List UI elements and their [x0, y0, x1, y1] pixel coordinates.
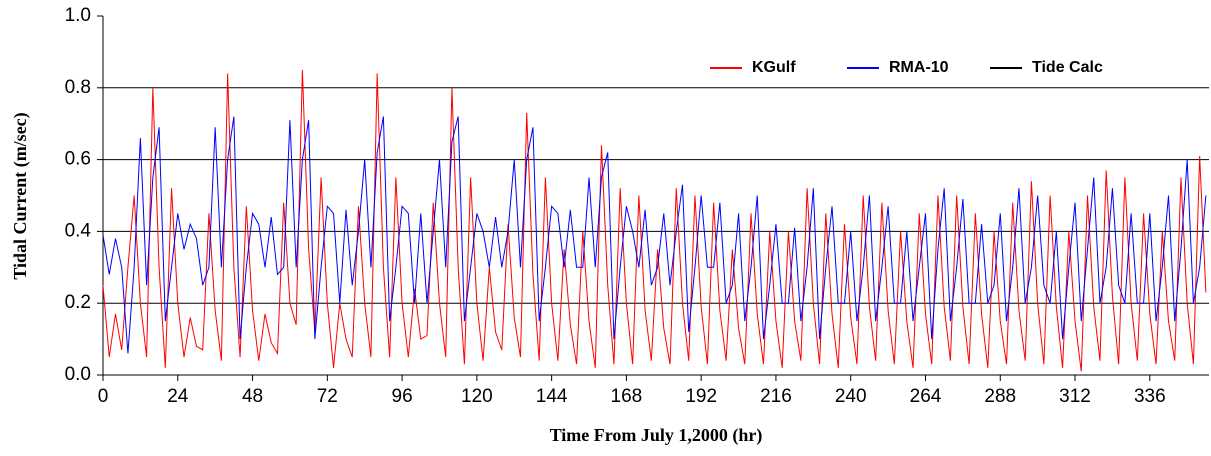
x-tick-label: 264 [910, 386, 942, 407]
legend-label: RMA-10 [889, 59, 949, 76]
x-tick-label: 24 [167, 386, 189, 407]
y-tick-label: 0.8 [65, 77, 91, 98]
x-tick-label: 0 [98, 386, 109, 407]
y-tick-label: 0.0 [65, 364, 91, 385]
y-tick-label: 0.4 [65, 220, 92, 241]
x-tick-label: 216 [760, 386, 792, 407]
x-tick-label: 336 [1134, 386, 1166, 407]
y-tick-label: 1.0 [65, 5, 91, 26]
legend-label: Tide Calc [1032, 59, 1103, 76]
x-tick-label: 144 [536, 386, 568, 407]
x-axis-title: Time From July 1,2000 (hr) [550, 425, 763, 446]
x-tick-label: 288 [984, 386, 1016, 407]
legend-label: KGulf [752, 59, 796, 76]
x-tick-label: 312 [1059, 386, 1091, 407]
series-line [102, 69, 1207, 372]
x-tick-label: 96 [392, 386, 413, 407]
x-tick-label: 72 [317, 386, 338, 407]
y-axis-title: Tidal Current (m/sec) [10, 112, 31, 279]
y-tick-label: 0.2 [65, 292, 91, 313]
x-tick-label: 48 [242, 386, 263, 407]
series-line [102, 116, 1207, 354]
x-tick-label: 120 [461, 386, 493, 407]
x-tick-label: 168 [611, 386, 643, 407]
y-tick-label: 0.6 [65, 149, 91, 170]
x-tick-label: 192 [685, 386, 717, 407]
x-tick-label: 240 [835, 386, 867, 407]
